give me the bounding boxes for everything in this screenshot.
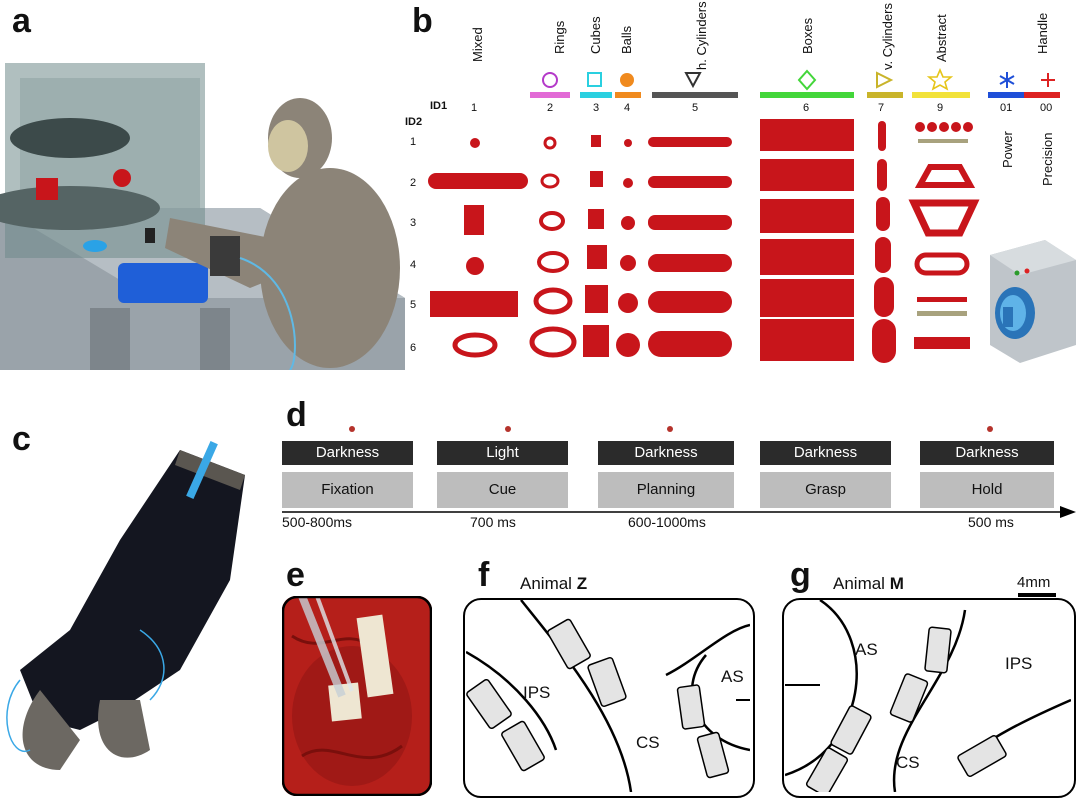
animal-z-title: Animal Z xyxy=(520,574,588,593)
label-cs-z: CS xyxy=(636,733,660,752)
id1-abstract: 9 xyxy=(937,102,944,114)
handle-power-label: Power xyxy=(1000,131,1015,168)
label-as-z: AS xyxy=(721,667,744,686)
column-header-boxes: Boxes xyxy=(800,17,815,54)
id1-v-cylinders: 7 xyxy=(878,102,885,114)
id1-mixed: 1 xyxy=(471,102,478,114)
glove-illustration xyxy=(6,440,245,770)
scale-bar-label: 4mm xyxy=(1017,574,1051,591)
panel-letter-f: f xyxy=(478,556,490,594)
duration-fixation: 500-800ms xyxy=(282,514,353,530)
id1-h-cylinders: 5 xyxy=(692,102,699,114)
electrode-array xyxy=(924,626,952,674)
electrode-array xyxy=(466,678,512,730)
row-label-5: 5 xyxy=(410,299,417,311)
phase-light-fixation: Darkness xyxy=(282,441,413,465)
planning-dot xyxy=(667,426,673,432)
id1-rings: 2 xyxy=(547,102,554,114)
id1-handle-precision: 00 xyxy=(1040,102,1053,114)
phase-light-hold: Darkness xyxy=(920,441,1054,465)
duration-planning: 600-1000ms xyxy=(628,514,706,530)
star-icon xyxy=(926,68,954,91)
label-cs-m: CS xyxy=(896,753,920,772)
id1-cubes: 3 xyxy=(593,102,600,114)
hold-dot xyxy=(987,426,993,432)
id1-boxes: 6 xyxy=(803,102,810,114)
column-header-balls: Balls xyxy=(619,25,634,54)
column-header-handle: Handle xyxy=(1035,12,1050,54)
phase-light-grasp: Darkness xyxy=(760,441,891,465)
timeline-axis xyxy=(282,426,1076,518)
electrode-array xyxy=(676,684,706,730)
row-label-3: 3 xyxy=(410,217,417,229)
panel-letter-b: b xyxy=(412,2,433,40)
phase-task-grasp: Grasp xyxy=(760,472,891,508)
phase-light-planning: Darkness xyxy=(598,441,734,465)
column-header-abstract: Abstract xyxy=(934,14,949,62)
panel-letter-e: e xyxy=(286,556,305,594)
electrode-array xyxy=(501,720,545,772)
column-header-mixed: Mixed xyxy=(470,27,485,62)
arrow-icon xyxy=(1060,506,1076,518)
row-label-4: 4 xyxy=(410,259,417,271)
column-header-cubes: Cubes xyxy=(588,16,603,54)
plus-icon xyxy=(1041,73,1055,87)
object-grid xyxy=(428,119,980,363)
electrode-array xyxy=(587,656,627,708)
electrode-array xyxy=(547,618,591,670)
panel-letter-a: a xyxy=(12,2,31,40)
animal-m-title: Animal M xyxy=(833,574,904,593)
circle-icon xyxy=(542,72,558,88)
phase-task-planning: Planning xyxy=(598,472,734,508)
electrode-array xyxy=(805,747,849,792)
triangle-down-icon xyxy=(684,72,702,89)
panel-letter-d: d xyxy=(286,396,307,434)
sulci-map-m xyxy=(785,600,1071,792)
phase-task-cue: Cue xyxy=(437,472,568,508)
electrode-array xyxy=(830,705,872,755)
square-icon xyxy=(587,72,602,87)
fixation-dot xyxy=(349,426,355,432)
handle-precision-label: Precision xyxy=(1040,132,1055,186)
column-header-rings: Rings xyxy=(552,20,567,54)
duration-cue: 700 ms xyxy=(470,514,516,530)
setup-illustration xyxy=(0,63,405,370)
duration-hold: 500 ms xyxy=(968,514,1014,530)
electrode-array xyxy=(889,673,929,723)
label-as-m: AS xyxy=(855,640,878,659)
id1-handle-power: 01 xyxy=(1000,102,1013,114)
diamond-icon xyxy=(797,69,817,91)
implant-photo xyxy=(282,596,432,796)
scale-bar xyxy=(1018,593,1056,597)
id1-balls: 4 xyxy=(624,102,631,114)
panel-letter-c: c xyxy=(12,420,31,458)
asterisk-icon xyxy=(999,72,1015,88)
sulci-map-z xyxy=(466,600,750,792)
column-header-h-cylinders: h. Cylinders xyxy=(694,1,709,70)
electrode-array xyxy=(957,734,1007,778)
label-ips-m: IPS xyxy=(1005,654,1033,673)
electrode-array xyxy=(696,731,730,779)
id1-label: ID1 xyxy=(430,100,448,112)
ball-icon xyxy=(620,73,634,87)
panel-letter-g: g xyxy=(790,556,811,594)
id2-label: ID2 xyxy=(405,116,423,128)
phase-light-cue: Light xyxy=(437,441,568,465)
triangle-right-icon xyxy=(876,71,894,89)
row-label-1: 1 xyxy=(410,136,417,148)
column-header-v-cylinders: v. Cylinders xyxy=(880,3,895,70)
row-label-2: 2 xyxy=(410,177,417,189)
row-label-6: 6 xyxy=(410,342,417,354)
handle-device-illustration xyxy=(990,240,1076,363)
cue-dot xyxy=(505,426,511,432)
phase-task-fixation: Fixation xyxy=(282,472,413,508)
label-ips-z: IPS xyxy=(523,683,551,702)
column-symbols xyxy=(530,68,1060,98)
phase-task-hold: Hold xyxy=(920,472,1054,508)
